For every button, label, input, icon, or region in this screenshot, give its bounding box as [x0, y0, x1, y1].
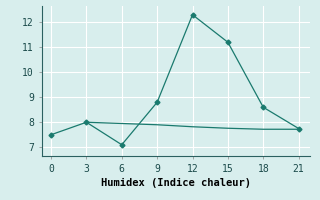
X-axis label: Humidex (Indice chaleur): Humidex (Indice chaleur) [101, 178, 251, 188]
